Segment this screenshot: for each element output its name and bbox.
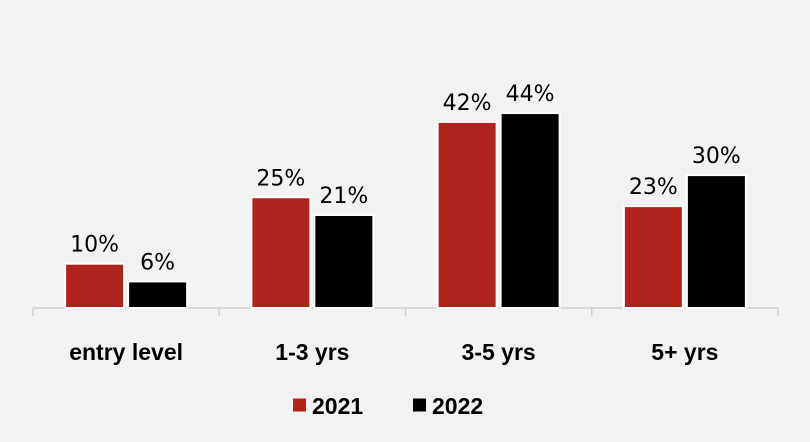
x-tick-label-1: 1-3 yrs [275, 339, 349, 365]
data-label-2022-3: 30% [692, 144, 741, 169]
bar-2021-3 [622, 205, 684, 309]
x-tick-label-3: 5+ yrs [651, 339, 718, 365]
bars-layer [64, 112, 747, 310]
bar-2021-1 [250, 196, 312, 309]
bar-2022-0 [127, 280, 189, 310]
bar-2022-2 [499, 112, 561, 309]
data-label-2021-2: 42% [443, 91, 492, 116]
legend: 2021 2022 [293, 393, 483, 419]
axis-layer [32, 307, 779, 316]
bar-2022-3 [685, 174, 747, 309]
data-label-2021-3: 23% [629, 175, 678, 200]
legend-swatch-2022 [413, 398, 426, 412]
bar-2021-0 [64, 262, 126, 310]
x-tick-label-2: 3-5 yrs [462, 339, 536, 365]
labels-layer: 10% 6% entry level 25% 21% 1-3 yrs 42% 44% 3-5 y… [69, 82, 741, 365]
data-label-2022-2: 44% [506, 82, 555, 107]
legend-swatch-2021 [293, 398, 306, 412]
data-label-2021-0: 10% [70, 233, 119, 258]
bar-2022-1 [313, 213, 375, 309]
data-label-2021-1: 25% [256, 166, 305, 191]
legend-label-2022: 2022 [432, 393, 483, 419]
legend-label-2021: 2021 [312, 393, 363, 419]
x-tick-label-0: entry level [69, 339, 183, 365]
bar-2021-2 [436, 120, 498, 309]
data-label-2022-1: 21% [319, 184, 368, 209]
data-label-2022-0: 6% [140, 250, 175, 275]
